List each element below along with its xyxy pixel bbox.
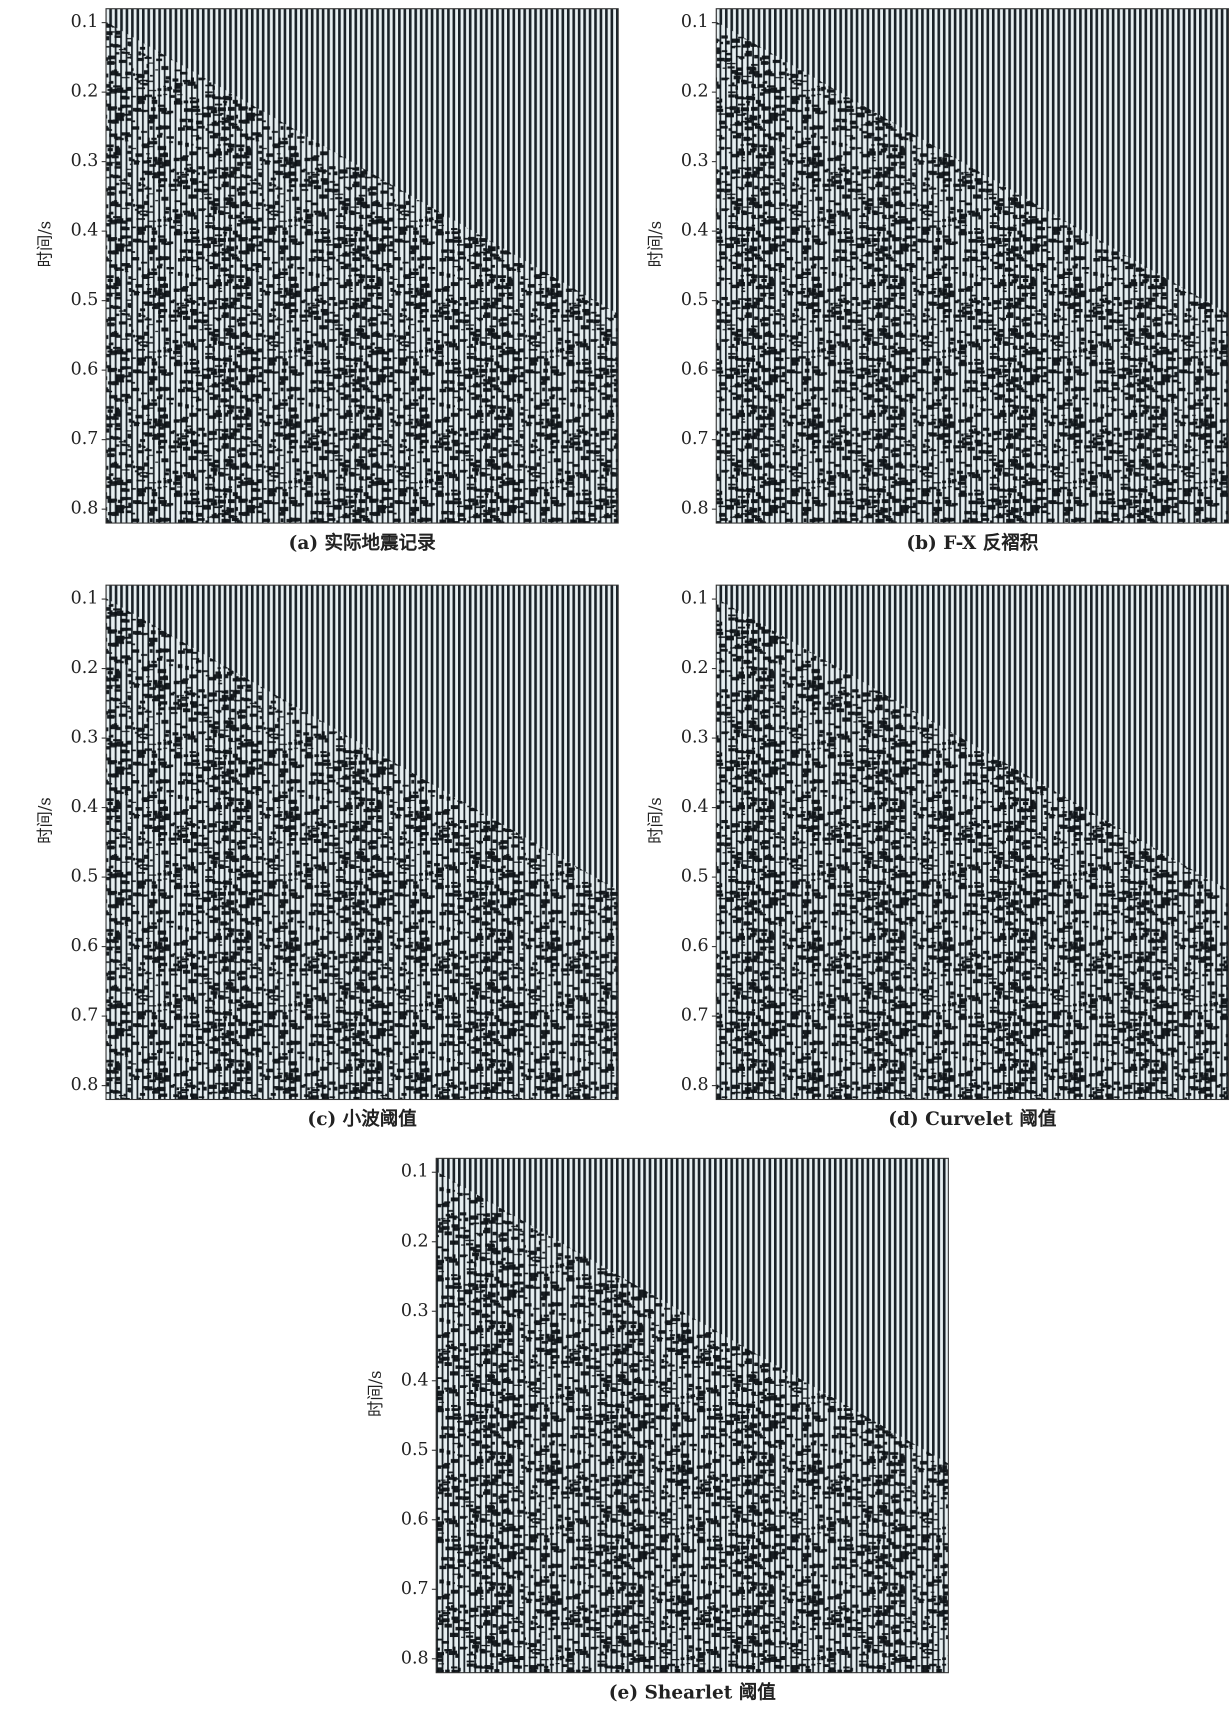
y-tick-label: 0.4 — [71, 221, 99, 241]
y-tick-label: 0.8 — [681, 1075, 709, 1095]
y-tick-label: 0.2 — [401, 1231, 429, 1251]
y-axis-label: 时间/s — [366, 1370, 385, 1417]
y-tick-label: 0.3 — [71, 728, 99, 748]
y-axis-label: 时间/s — [646, 797, 665, 844]
y-tick-label: 0.3 — [401, 1301, 429, 1321]
y-tick-label: 0.5 — [681, 290, 709, 310]
panel: 0.1 0.2 0.3 0.4 0.5 0.6 0.7 0.8 时间/s (e) Shearlet… — [366, 1158, 949, 1703]
y-tick-label: 0.5 — [71, 290, 99, 310]
panel: 0.1 0.2 0.3 0.4 0.5 0.6 0.7 0.8 时间/s (a) 实际地震记录 — [36, 9, 619, 554]
figure: 0.10.20.30.40.50.60.70.8时间/s(a) 实际地震记录0.… — [0, 0, 1232, 1713]
caption: (b) F-X 反褶积 — [906, 532, 1038, 554]
y-axis-label: 时间/s — [646, 221, 665, 268]
y-tick-label: 0.7 — [401, 1579, 429, 1599]
y-tick-label: 0.2 — [71, 82, 99, 102]
caption: (c) 小波阈值 — [307, 1108, 417, 1130]
panel: 0.1 0.2 0.3 0.4 0.5 0.6 0.7 0.8 时间/s (d) Curvelet… — [646, 585, 1229, 1130]
y-tick-label: 0.8 — [71, 1075, 99, 1095]
y-tick-label: 0.1 — [401, 1162, 429, 1182]
y-tick-label: 0.1 — [681, 12, 709, 32]
panel: 0.1 0.2 0.3 0.4 0.5 0.6 0.7 0.8 时间/s (b) F-X 反褶积 — [646, 9, 1229, 554]
y-tick-label: 0.4 — [71, 797, 99, 817]
y-axis-label: 时间/s — [36, 221, 55, 268]
caption: (d) Curvelet 阈值 — [888, 1108, 1057, 1130]
y-tick-label: 0.8 — [401, 1648, 429, 1668]
y-tick-label: 0.6 — [71, 360, 99, 380]
y-tick-label: 0.1 — [71, 12, 99, 32]
y-tick-label: 0.3 — [681, 728, 709, 748]
y-tick-label: 0.4 — [681, 221, 709, 241]
y-tick-label: 0.6 — [71, 936, 99, 956]
y-tick-label: 0.6 — [401, 1509, 429, 1529]
y-tick-label: 0.6 — [681, 936, 709, 956]
y-tick-label: 0.3 — [681, 151, 709, 171]
y-tick-label: 0.5 — [681, 867, 709, 887]
caption: (a) 实际地震记录 — [289, 532, 437, 554]
y-axis-label: 时间/s — [36, 797, 55, 844]
y-tick-label: 0.4 — [681, 797, 709, 817]
y-tick-label: 0.8 — [681, 499, 709, 519]
y-tick-label: 0.7 — [681, 1006, 709, 1026]
y-tick-label: 0.1 — [71, 589, 99, 609]
y-tick-label: 0.2 — [681, 82, 709, 102]
y-tick-label: 0.5 — [401, 1440, 429, 1460]
y-tick-label: 0.8 — [71, 499, 99, 519]
y-tick-label: 0.1 — [681, 589, 709, 609]
y-tick-label: 0.6 — [681, 360, 709, 380]
page: {"panels": [ {"caption": "(a) 实际地震记录", "… — [0, 0, 1232, 1713]
y-tick-label: 0.2 — [681, 658, 709, 678]
caption: (e) Shearlet 阈值 — [609, 1681, 776, 1703]
y-tick-label: 0.2 — [71, 658, 99, 678]
y-tick-label: 0.7 — [681, 429, 709, 449]
y-tick-label: 0.5 — [71, 867, 99, 887]
y-tick-label: 0.7 — [71, 1006, 99, 1026]
y-tick-label: 0.3 — [71, 151, 99, 171]
panel: 0.1 0.2 0.3 0.4 0.5 0.6 0.7 0.8 时间/s (c) 小波阈值 — [36, 585, 619, 1130]
y-tick-label: 0.7 — [71, 429, 99, 449]
y-tick-label: 0.4 — [401, 1370, 429, 1390]
